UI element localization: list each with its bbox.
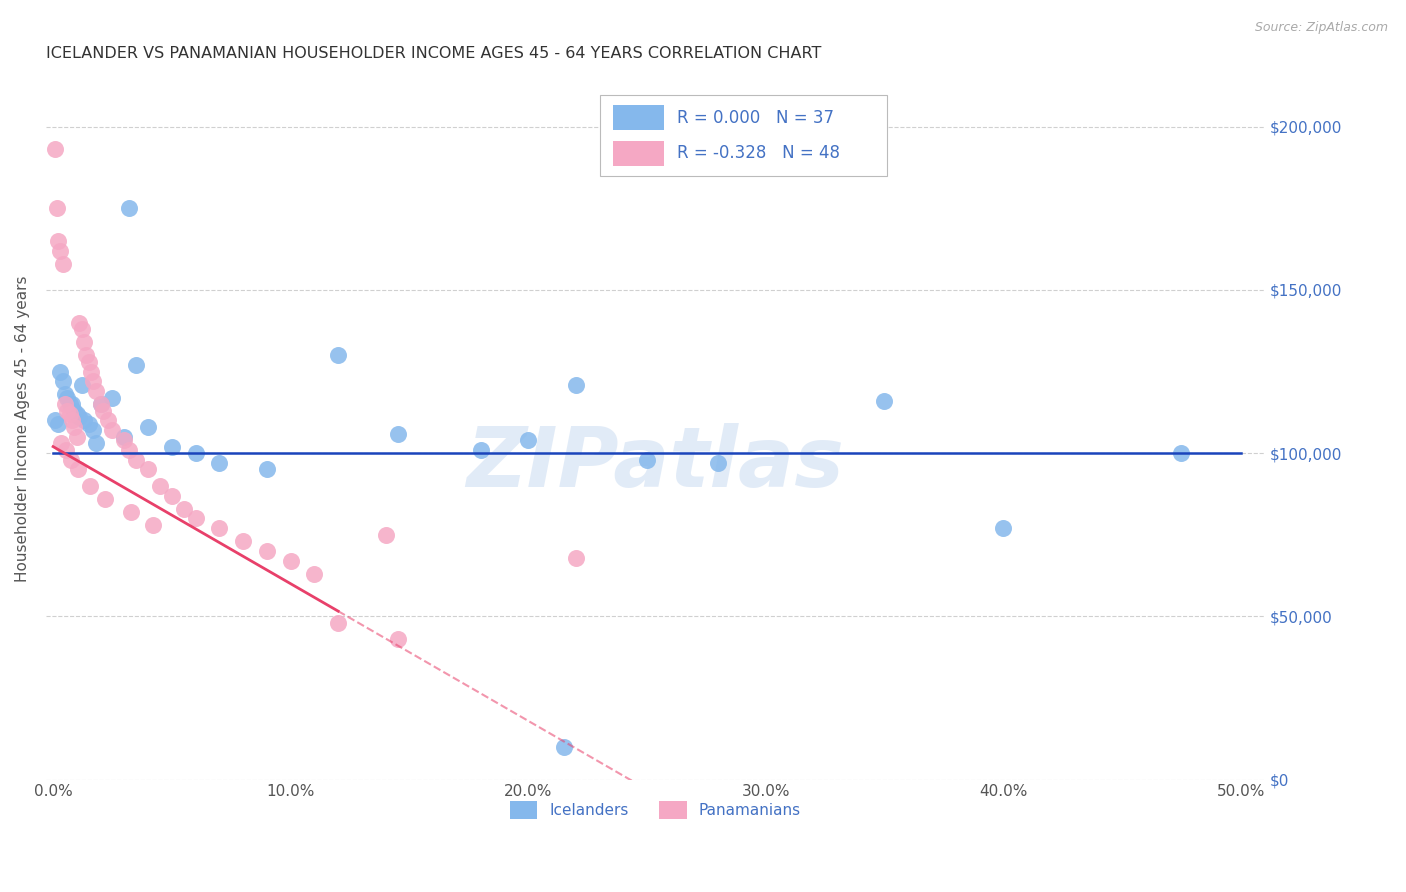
Point xyxy=(60,397,83,411)
Point xyxy=(142,518,165,533)
Point xyxy=(101,391,124,405)
Point xyxy=(46,417,69,431)
Point xyxy=(184,511,207,525)
Point xyxy=(52,257,75,271)
Point xyxy=(136,462,159,476)
Point xyxy=(160,440,183,454)
Text: Source: ZipAtlas.com: Source: ZipAtlas.com xyxy=(1254,21,1388,34)
Point xyxy=(97,413,120,427)
Point xyxy=(56,403,79,417)
Point xyxy=(232,534,254,549)
Point xyxy=(53,397,76,411)
Point xyxy=(67,316,90,330)
Point xyxy=(873,393,896,408)
Point xyxy=(564,550,586,565)
Text: R = -0.328   N = 48: R = -0.328 N = 48 xyxy=(678,145,841,162)
Point xyxy=(90,397,112,411)
Text: R = 0.000   N = 37: R = 0.000 N = 37 xyxy=(678,109,834,127)
Point xyxy=(80,364,103,378)
Point xyxy=(82,423,104,437)
Point xyxy=(208,521,231,535)
Point xyxy=(112,433,135,447)
Point xyxy=(49,244,72,258)
Point xyxy=(173,501,195,516)
Point xyxy=(56,391,79,405)
Point xyxy=(73,335,96,350)
Point xyxy=(208,456,231,470)
Point xyxy=(256,462,278,476)
Point xyxy=(53,387,76,401)
Point xyxy=(55,442,77,457)
Point xyxy=(46,234,69,248)
Point xyxy=(52,374,75,388)
Point xyxy=(77,354,100,368)
Point xyxy=(60,413,83,427)
Point xyxy=(387,632,409,647)
FancyBboxPatch shape xyxy=(600,95,887,176)
Point xyxy=(118,442,141,457)
Point xyxy=(82,374,104,388)
Point xyxy=(387,426,409,441)
Point xyxy=(84,384,107,398)
Point xyxy=(73,413,96,427)
Point xyxy=(70,377,93,392)
Point xyxy=(77,417,100,431)
Point xyxy=(328,348,350,362)
Point xyxy=(101,423,124,437)
Point xyxy=(564,377,586,392)
Point xyxy=(149,479,172,493)
Point xyxy=(63,420,86,434)
Point xyxy=(256,544,278,558)
Point xyxy=(517,433,540,447)
Bar xyxy=(613,105,664,130)
Text: ZIPatlas: ZIPatlas xyxy=(467,423,844,504)
Point xyxy=(1170,446,1192,460)
Legend: Icelanders, Panamanians: Icelanders, Panamanians xyxy=(503,795,807,824)
Point xyxy=(67,462,90,476)
Point xyxy=(75,348,97,362)
Point xyxy=(993,521,1015,535)
Point xyxy=(84,436,107,450)
Point xyxy=(66,430,89,444)
Point xyxy=(70,322,93,336)
Point xyxy=(59,397,82,411)
Point xyxy=(45,201,67,215)
Point xyxy=(59,452,82,467)
Point xyxy=(90,397,112,411)
Point xyxy=(125,452,148,467)
Point xyxy=(160,489,183,503)
Point xyxy=(304,566,326,581)
Point xyxy=(79,479,101,493)
Point xyxy=(112,430,135,444)
Point xyxy=(125,358,148,372)
Point xyxy=(553,739,575,754)
Bar xyxy=(613,141,664,166)
Text: ICELANDER VS PANAMANIAN HOUSEHOLDER INCOME AGES 45 - 64 YEARS CORRELATION CHART: ICELANDER VS PANAMANIAN HOUSEHOLDER INCO… xyxy=(46,46,821,62)
Point xyxy=(91,403,114,417)
Point xyxy=(59,407,82,421)
Point xyxy=(280,554,302,568)
Point xyxy=(49,364,72,378)
Point xyxy=(118,201,141,215)
Point xyxy=(328,615,350,630)
Point xyxy=(44,143,66,157)
Point xyxy=(184,446,207,460)
Point xyxy=(121,505,143,519)
Point xyxy=(374,527,396,541)
Y-axis label: Householder Income Ages 45 - 64 years: Householder Income Ages 45 - 64 years xyxy=(15,276,30,582)
Point xyxy=(44,413,66,427)
Point xyxy=(94,491,117,506)
Point xyxy=(66,407,89,421)
Point xyxy=(51,436,73,450)
Point xyxy=(136,420,159,434)
Point xyxy=(707,456,730,470)
Point xyxy=(470,442,492,457)
Point xyxy=(63,403,86,417)
Point xyxy=(67,410,90,425)
Point xyxy=(636,452,658,467)
